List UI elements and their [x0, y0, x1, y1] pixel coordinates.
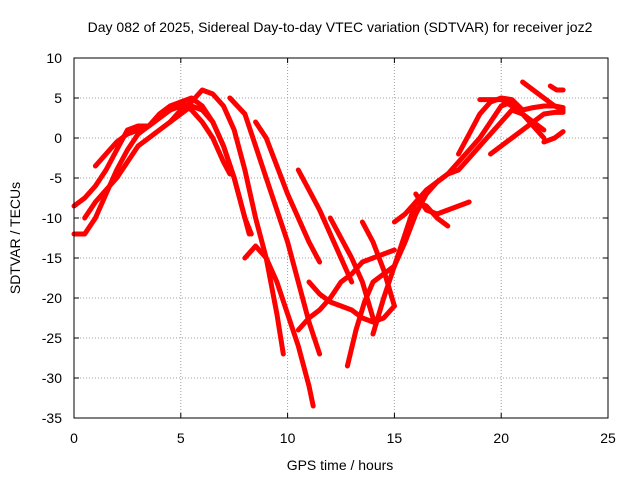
- series-arc-7: [227, 95, 323, 357]
- series-arc-14: [344, 99, 515, 369]
- y-tick-label: 5: [54, 90, 62, 106]
- series-arc-5: [167, 87, 286, 357]
- series-arc-20: [488, 109, 566, 157]
- x-tick-label: 15: [387, 430, 403, 446]
- y-tick-label: -30: [42, 370, 62, 386]
- y-tick-label: -25: [42, 330, 62, 346]
- series-arc-3: [82, 103, 252, 237]
- grid-lines: [74, 58, 608, 418]
- axis-ticks: 0 5 10 15 20 25 10 5 0 -5 -10 -15 -20 -25 -30 -35: [42, 50, 616, 446]
- plot-frame: [73, 57, 609, 419]
- series-arc-12: [295, 247, 397, 333]
- x-tick-label: 25: [600, 430, 616, 446]
- series-arc-17: [413, 191, 472, 217]
- y-tick-label: 0: [54, 130, 62, 146]
- x-tick-label: 10: [280, 430, 296, 446]
- series-arc-21: [520, 79, 566, 113]
- x-tick-label: 20: [493, 430, 509, 446]
- series-arc-4: [92, 103, 184, 169]
- series-arc-13: [306, 279, 397, 325]
- x-axis-label: GPS time / hours: [287, 457, 394, 473]
- x-tick-label: 0: [70, 430, 78, 446]
- x-tick-label: 5: [177, 430, 185, 446]
- y-tick-label: -15: [42, 250, 62, 266]
- chart-title: Day 082 of 2025, Sidereal Day-to-day VTE…: [88, 19, 593, 35]
- series-arc-22: [547, 83, 566, 93]
- data-series: [71, 79, 566, 409]
- y-tick-label: -10: [42, 210, 62, 226]
- y-tick-label: 10: [46, 50, 62, 66]
- y-tick-label: -20: [42, 290, 62, 306]
- series-arc-9: [295, 167, 355, 285]
- y-tick-label: -5: [50, 170, 63, 186]
- series-arc-6: [242, 243, 316, 409]
- series-arc-23: [541, 129, 566, 145]
- y-axis-label: SDTVAR / TECUs: [7, 182, 23, 294]
- series-arc-18: [456, 95, 566, 157]
- series-arc-8: [253, 119, 323, 265]
- y-tick-label: -35: [42, 410, 62, 426]
